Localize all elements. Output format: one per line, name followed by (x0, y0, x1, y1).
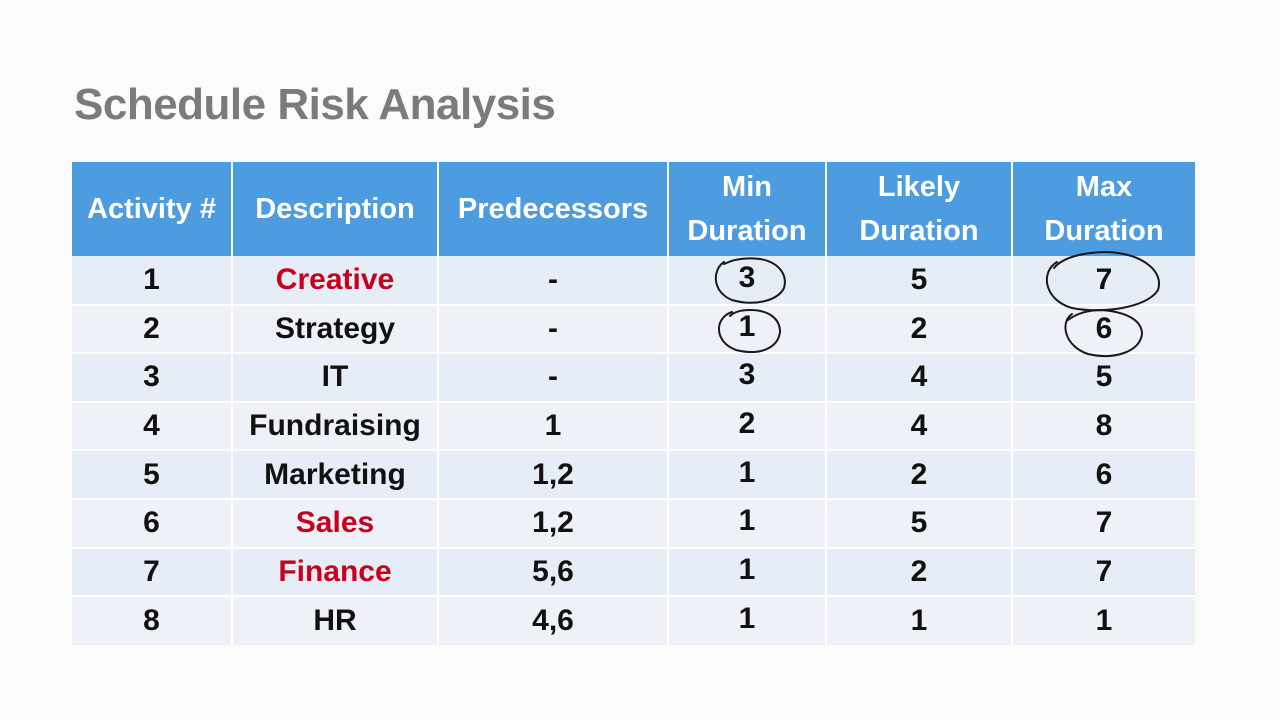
cell-activity: 8 (72, 595, 233, 645)
cell-activity: 1 (72, 256, 233, 305)
table-row: 8 HR 4,6 1 1 1 (72, 595, 1195, 645)
cell-likely-duration: 2 (826, 303, 1013, 354)
schedule-risk-table: Activity # Description Predecessors Min D… (72, 162, 1195, 645)
cell-description: Sales (232, 497, 439, 548)
cell-likely-duration: 5 (826, 256, 1013, 305)
cell-max-duration: 7 (1012, 497, 1195, 548)
cell-description: Strategy (232, 303, 439, 354)
cell-min-duration: 1 (668, 546, 827, 597)
cell-likely-duration: 2 (826, 546, 1013, 597)
cell-predecessors: 1,2 (438, 449, 669, 499)
cell-activity: 3 (72, 352, 233, 402)
cell-likely-duration: 5 (826, 497, 1013, 548)
cell-min-duration: 1 (668, 303, 827, 354)
cell-activity: 4 (72, 400, 233, 451)
table-row: 1 Creative -3 5 7 (72, 256, 1195, 305)
table-row: 6 Sales 1,2 1 5 7 (72, 497, 1195, 548)
header-description: Description (232, 162, 439, 256)
cell-activity: 6 (72, 497, 233, 548)
cell-predecessors: - (438, 352, 669, 402)
schedule-risk-table-container: Activity # Description Predecessors Min D… (72, 162, 1195, 645)
cell-likely-duration: 4 (826, 400, 1013, 451)
table-row: 3 IT -3 4 5 (72, 352, 1195, 402)
table-row: 5 Marketing 1,2 1 2 6 (72, 449, 1195, 499)
cell-max-duration: 6 (1012, 303, 1195, 354)
header-predecessors: Predecessors (438, 162, 669, 256)
cell-predecessors: 1 (438, 400, 669, 451)
header-min-duration: Min Duration (668, 162, 827, 256)
table-header-row: Activity # Description Predecessors Min D… (72, 162, 1195, 256)
cell-min-duration: 3 (668, 256, 827, 305)
cell-likely-duration: 1 (826, 595, 1013, 645)
cell-predecessors: 4,6 (438, 595, 669, 645)
cell-description: Creative (232, 256, 439, 305)
cell-predecessors: 5,6 (438, 546, 669, 597)
cell-min-duration: 1 (668, 595, 827, 645)
cell-max-duration: 1 (1012, 595, 1195, 645)
cell-max-duration: 7 (1012, 256, 1195, 305)
cell-activity: 2 (72, 303, 233, 354)
table-row: 7 Finance 5,6 1 2 7 (72, 546, 1195, 597)
cell-max-duration: 7 (1012, 546, 1195, 597)
cell-predecessors: 1,2 (438, 497, 669, 548)
cell-description: HR (232, 595, 439, 645)
table-row: 2 Strategy -1 2 6 (72, 303, 1195, 354)
cell-likely-duration: 4 (826, 352, 1013, 402)
cell-likely-duration: 2 (826, 449, 1013, 499)
cell-description: Marketing (232, 449, 439, 499)
cell-description: Finance (232, 546, 439, 597)
table-row: 4 Fundraising 1 2 4 8 (72, 400, 1195, 451)
slide-title: Schedule Risk Analysis (74, 80, 556, 129)
cell-predecessors: - (438, 256, 669, 305)
cell-min-duration: 1 (668, 497, 827, 548)
header-likely-duration: Likely Duration (826, 162, 1013, 256)
cell-description: IT (232, 352, 439, 402)
cell-description: Fundraising (232, 400, 439, 451)
cell-min-duration: 1 (668, 449, 827, 499)
cell-max-duration: 5 (1012, 352, 1195, 402)
cell-activity: 7 (72, 546, 233, 597)
cell-activity: 5 (72, 449, 233, 499)
cell-predecessors: - (438, 303, 669, 354)
header-max-duration: Max Duration (1012, 162, 1195, 256)
table-body: 1 Creative -3 5 7 2 Strategy -1 2 6 3 IT -3 4 5 4 Fundra… (72, 256, 1195, 645)
cell-max-duration: 6 (1012, 449, 1195, 499)
cell-min-duration: 3 (668, 352, 827, 402)
cell-min-duration: 2 (668, 400, 827, 451)
header-activity: Activity # (72, 162, 233, 256)
cell-max-duration: 8 (1012, 400, 1195, 451)
